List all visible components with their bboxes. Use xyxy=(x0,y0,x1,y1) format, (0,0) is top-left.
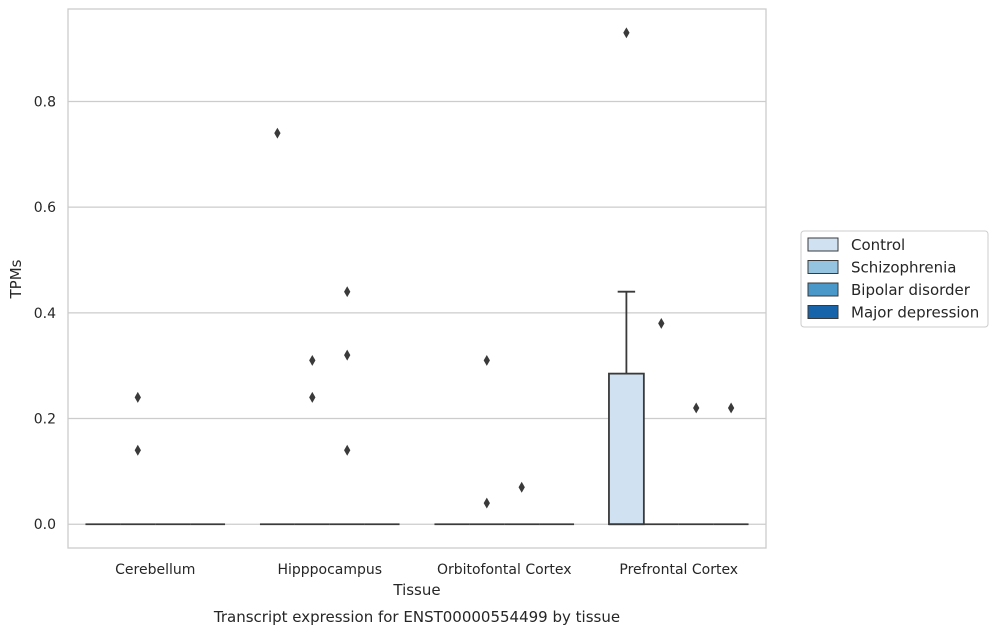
legend-swatch xyxy=(807,305,839,319)
outliers-layer xyxy=(134,27,735,509)
outlier-point xyxy=(274,127,281,139)
legend: Control Schizophrenia Bipolar disorder Majo… xyxy=(800,230,989,328)
x-tick-label: Orbitofontal Cortex xyxy=(437,562,572,578)
chart-caption: Transcript expression for ENST0000055449… xyxy=(213,608,620,626)
legend-swatch xyxy=(807,237,839,252)
x-tick-label: Cerebellum xyxy=(115,562,195,578)
legend-frame xyxy=(800,230,989,328)
outlier-point xyxy=(309,391,316,403)
legend-swatch xyxy=(807,282,839,297)
y-gridlines xyxy=(68,100,766,525)
y-tick-label: 0.8 xyxy=(34,94,56,110)
legend-label: Control xyxy=(851,236,905,254)
y-tick-label: 0.2 xyxy=(34,412,56,428)
y-tick-label: 0.4 xyxy=(34,306,56,322)
y-tick-label: 0.0 xyxy=(34,517,56,533)
outlier-point xyxy=(483,354,490,366)
outlier-point xyxy=(309,354,316,366)
box xyxy=(608,372,645,526)
boxes-layer xyxy=(85,290,749,526)
outlier-point xyxy=(344,286,351,298)
y-axis-title: TPMs xyxy=(7,259,25,299)
outlier-point xyxy=(344,349,351,361)
plot-frame xyxy=(67,8,767,549)
x-tick-labels: Cerebellum Hipppocampus Orbitofontal Corte… xyxy=(115,562,738,578)
legend-label: Schizophrenia xyxy=(851,259,956,277)
legend-label: Bipolar disorder xyxy=(851,281,971,299)
outlier-point xyxy=(134,444,141,456)
x-axis-title: Tissue xyxy=(392,581,440,599)
legend-label: Major depression xyxy=(851,304,979,322)
outlier-point xyxy=(658,317,665,329)
outlier-point xyxy=(693,402,700,414)
x-tick-label: Prefrontal Cortex xyxy=(619,562,738,578)
x-tick-label: Hipppocampus xyxy=(277,562,382,578)
y-tick-label: 0.6 xyxy=(34,200,56,216)
outlier-point xyxy=(134,391,141,403)
outlier-point xyxy=(483,497,490,509)
outlier-point xyxy=(344,444,351,456)
y-tick-labels: 0.0 0.2 0.4 0.6 0.8 xyxy=(34,94,56,533)
outlier-point xyxy=(623,27,630,39)
outlier-point xyxy=(518,481,525,493)
legend-swatch xyxy=(807,260,839,274)
outlier-point xyxy=(727,402,735,414)
